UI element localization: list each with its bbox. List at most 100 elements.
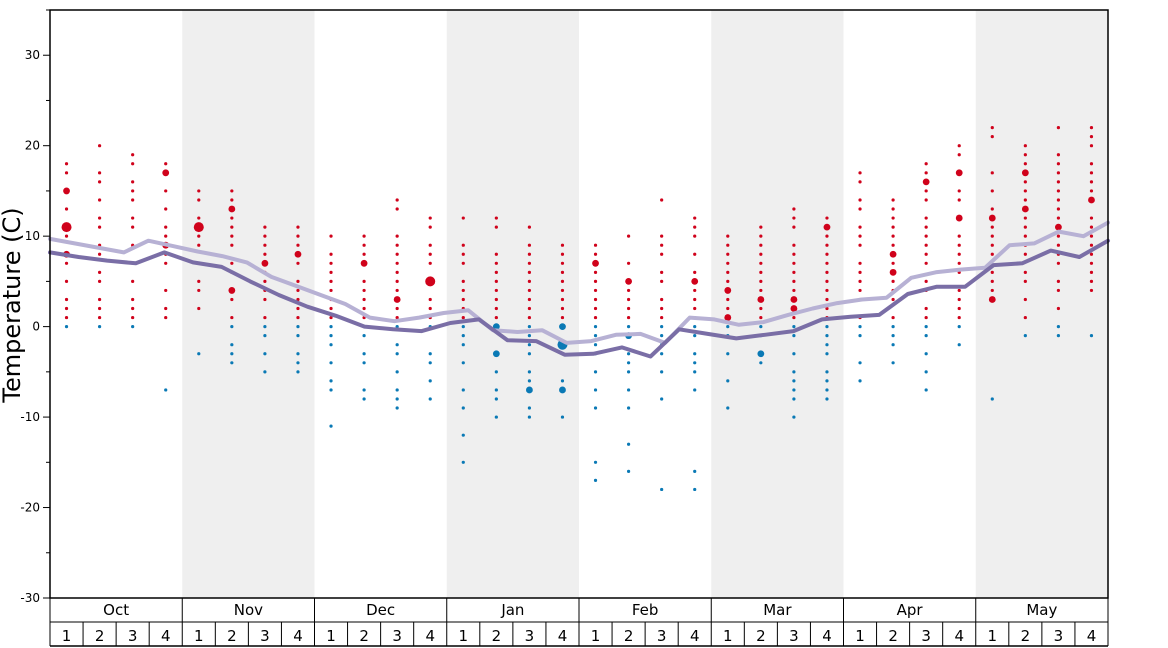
temp-dot [197, 216, 201, 220]
temp-dot [494, 279, 498, 283]
temp-dot [1089, 144, 1094, 148]
temp-dot [263, 252, 267, 256]
week-label: 1 [591, 627, 601, 645]
temp-dot [593, 370, 598, 374]
temp-dot [660, 325, 664, 329]
temp-dot [891, 234, 895, 238]
temp-dot [759, 243, 763, 247]
temp-dot [825, 252, 829, 256]
temp-dot [858, 270, 862, 274]
temp-dot [296, 261, 300, 265]
temp-dot [494, 370, 498, 374]
temp-dot [1089, 252, 1094, 256]
temp-dot [693, 469, 697, 473]
temp-dot [263, 370, 267, 374]
temp-dot [197, 306, 201, 311]
temp-dot [825, 234, 829, 238]
temp-dot [1023, 252, 1027, 256]
temp-dot [296, 279, 300, 283]
temp-dot [1056, 189, 1061, 193]
temp-dot [296, 334, 300, 338]
temp-dot [230, 234, 234, 238]
week-label: 2 [227, 627, 237, 645]
temp-dot [395, 370, 399, 374]
week-label: 2 [492, 627, 502, 645]
temp-dot [924, 189, 928, 193]
temp-dot [626, 288, 631, 293]
temp-dot [97, 144, 102, 148]
temp-dot [1021, 169, 1029, 177]
temp-dot [825, 216, 829, 220]
temp-dot [329, 388, 333, 392]
temp-dot [1023, 334, 1027, 338]
temp-dot [792, 270, 796, 274]
temp-dot [329, 252, 333, 256]
temp-dot [64, 325, 69, 329]
temp-dot [924, 315, 928, 320]
temp-dot [660, 397, 664, 401]
temp-dot [428, 361, 432, 365]
temp-dot [1056, 126, 1061, 130]
temp-dot [891, 279, 895, 283]
temp-dot [559, 386, 566, 394]
temp-dot [957, 189, 961, 193]
temp-dot [1089, 270, 1094, 274]
temp-dot [990, 288, 994, 293]
month-label: Apr [897, 601, 924, 619]
temp-dot [164, 225, 168, 229]
month-bands [182, 10, 1108, 598]
temp-dot [428, 243, 432, 247]
temp-dot [957, 315, 961, 320]
temp-dot [990, 252, 994, 256]
temp-dot [494, 388, 498, 392]
temp-dot [329, 343, 333, 347]
temp-dot [626, 352, 631, 356]
temp-dot [693, 370, 697, 374]
temp-dot [1023, 162, 1027, 166]
temp-dot [858, 279, 862, 283]
temp-dot [230, 261, 234, 265]
temp-dot [1056, 334, 1061, 338]
temp-dot [294, 250, 302, 258]
temp-dot [626, 315, 631, 320]
temp-dot [164, 189, 168, 193]
temp-dot [693, 252, 697, 256]
temp-dot [428, 297, 432, 302]
temp-dot [362, 352, 366, 356]
temp-dot [395, 288, 399, 293]
temp-dot [131, 216, 135, 220]
temp-dot [164, 162, 168, 166]
week-label: 1 [326, 627, 336, 645]
temp-dot [1023, 144, 1027, 148]
temp-dot [1056, 180, 1061, 184]
temp-dot [726, 352, 730, 356]
temp-dot [660, 487, 664, 492]
month-label: Nov [234, 601, 263, 619]
temp-dot [626, 361, 631, 365]
temp-dot [296, 225, 300, 229]
temp-dot [891, 325, 895, 329]
temp-dot [296, 243, 300, 247]
temp-dot [1023, 180, 1027, 184]
temp-dot [527, 370, 532, 374]
temp-dot [759, 288, 763, 293]
temp-dot [263, 243, 267, 247]
temp-dot [428, 397, 432, 401]
temp-dot [97, 306, 102, 311]
temp-dot [560, 261, 565, 265]
temp-dot [461, 406, 465, 410]
temp-dot [560, 415, 565, 419]
temp-dot [924, 306, 928, 311]
temp-dot [825, 343, 829, 347]
y-tick-label: -30 [20, 591, 40, 605]
temp-dot [164, 207, 168, 211]
temp-dot [230, 198, 234, 202]
temp-dot [924, 352, 928, 356]
temp-dot [395, 397, 399, 401]
temp-dot [329, 306, 333, 311]
temp-dot [858, 180, 862, 184]
temp-dot [461, 243, 465, 247]
temp-dot [164, 306, 168, 311]
temp-dot [64, 171, 69, 175]
temp-dot [527, 379, 532, 383]
